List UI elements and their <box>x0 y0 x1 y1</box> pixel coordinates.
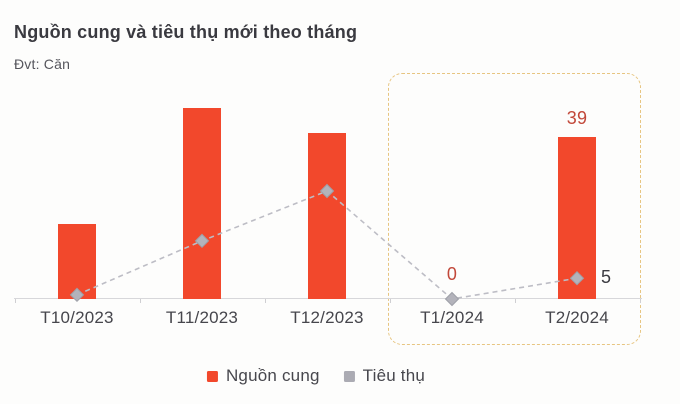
bar-T11/2023 <box>183 107 221 299</box>
data-label-T2/2024: 39 <box>566 107 588 128</box>
chart-title: Nguồn cung và tiêu thụ mới theo tháng <box>14 22 358 42</box>
legend-label-consumption: Tiêu thụ <box>362 366 426 385</box>
legend-swatch-supply-icon <box>206 370 218 382</box>
x-axis-label-T1/2024: T1/2024 <box>420 308 484 327</box>
legend-label-supply: Nguồn cung <box>225 366 320 385</box>
unit-label: Đvt: Căn <box>14 56 71 72</box>
x-axis-label-T2/2024: T2/2024 <box>545 308 609 327</box>
axis-tick <box>264 299 266 303</box>
x-axis-label-T11/2023: T11/2023 <box>165 308 239 327</box>
legend: Nguồn cung Tiêu thụ <box>206 366 426 386</box>
legend-item-nguon-cung: Nguồn cung <box>206 366 320 386</box>
bar-T10/2023 <box>58 224 96 299</box>
x-axis-label-T12/2023: T12/2023 <box>290 308 364 327</box>
x-axis-label-T10/2023: T10/2023 <box>40 308 114 327</box>
bar-T12/2023 <box>308 132 346 299</box>
data-label-T1/2024: 0 <box>446 264 458 284</box>
bar-T2/2024 <box>558 136 596 299</box>
data-label-T2/2024: 5 <box>601 267 612 288</box>
axis-tick <box>639 299 641 303</box>
legend-item-tieu-thu: Tiêu thụ <box>343 366 426 386</box>
axis-tick <box>389 299 391 303</box>
axis-tick <box>139 299 141 303</box>
plot-area: 0 39 5 T10/2023 T11/2023 T12/2023 T1/2024 T2/2… <box>14 73 642 345</box>
axis-tick <box>14 299 16 303</box>
legend-swatch-consumption-icon <box>343 370 355 382</box>
axis-tick <box>514 299 516 303</box>
